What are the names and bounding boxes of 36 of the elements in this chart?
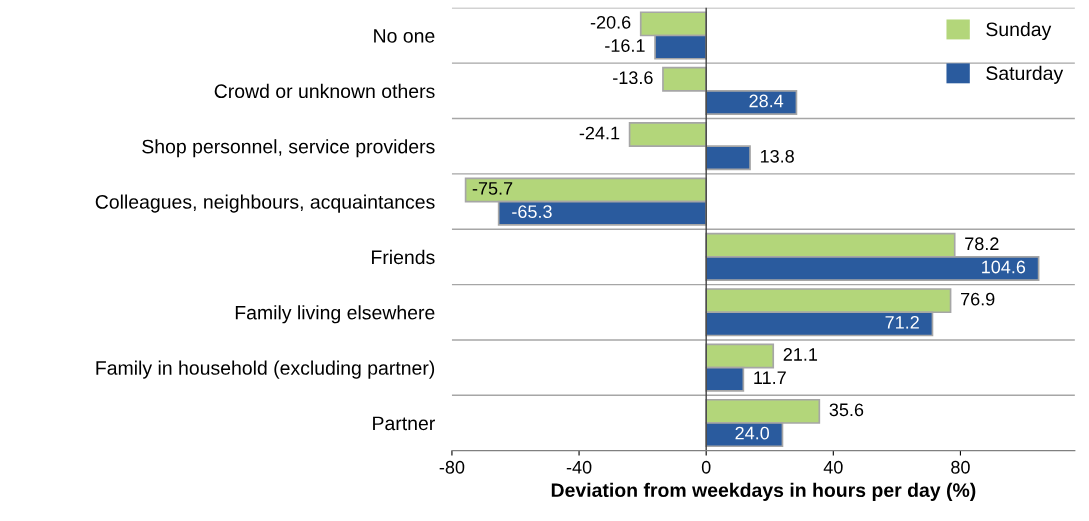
data-label: 24.0 bbox=[735, 426, 770, 440]
y-tick-label: Shop personnel, service providers bbox=[142, 139, 435, 158]
data-label: -20.6 bbox=[590, 15, 631, 29]
data-label: -13.6 bbox=[613, 71, 653, 85]
legend-label: Sunday bbox=[986, 21, 1052, 41]
data-label: 21.1 bbox=[783, 348, 818, 361]
data-label: 11.7 bbox=[754, 371, 786, 384]
data-label: -24.1 bbox=[579, 126, 620, 140]
data-label: 28.4 bbox=[749, 94, 784, 108]
data-label: -75.7 bbox=[472, 182, 513, 195]
x-tick-label: -80 bbox=[439, 460, 465, 474]
data-label: -16.1 bbox=[605, 39, 645, 52]
y-tick-label: No one bbox=[374, 29, 435, 43]
x-tick-label: 0 bbox=[701, 460, 711, 474]
bar bbox=[705, 90, 798, 115]
data-label: 71.2 bbox=[885, 315, 919, 329]
bar bbox=[628, 122, 708, 148]
data-label: 78.2 bbox=[965, 237, 999, 251]
data-label: 76.9 bbox=[961, 292, 995, 306]
data-label: 35.6 bbox=[829, 403, 864, 417]
data-label: -65.3 bbox=[512, 205, 552, 219]
legend-label: Saturday bbox=[986, 65, 1064, 84]
y-tick-label: Crowd or unknown others bbox=[214, 83, 435, 99]
data-label: 104.6 bbox=[982, 260, 1026, 274]
x-tick-label: -40 bbox=[566, 460, 592, 474]
y-tick-label: Family in household (excluding partner) bbox=[96, 360, 435, 379]
data-label: 13.8 bbox=[760, 149, 794, 163]
x-axis-title: Deviation from weekdays in hours per day (%) bbox=[551, 482, 976, 501]
x-tick-label: 80 bbox=[951, 460, 970, 474]
y-tick-label: Colleagues, neighbours, acquaintances bbox=[95, 194, 435, 213]
bar bbox=[705, 145, 751, 171]
x-tick-label: 40 bbox=[823, 460, 843, 474]
bar bbox=[662, 66, 708, 92]
y-tick-label: Family living elsewhere bbox=[235, 305, 435, 324]
y-tick-label: Partner bbox=[373, 416, 435, 431]
y-tick-label: Friends bbox=[372, 249, 435, 265]
